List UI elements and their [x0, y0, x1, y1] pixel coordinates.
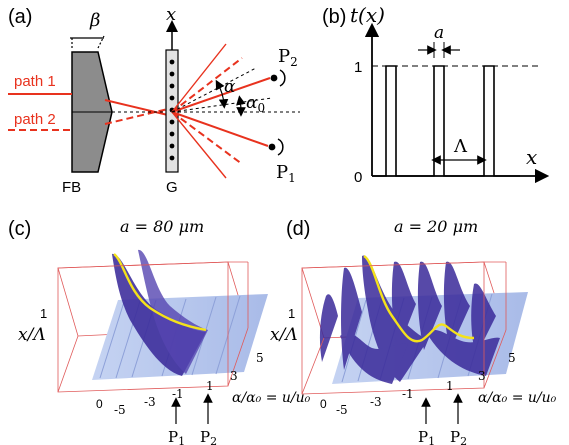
panel-a: β FB path 1 path 2 G x [8, 4, 300, 196]
d-peak-6 [443, 261, 470, 350]
c-title: a = 80 μm [120, 217, 204, 236]
panel-b: t(x) 1 0 a Λ x [350, 3, 550, 186]
d-tick-5: 5 [508, 351, 516, 365]
d-xlabel: α/α₀ = u/u₀ [478, 390, 557, 406]
d-tick-0: -5 [336, 403, 348, 417]
path2-label: path 2 [14, 111, 56, 128]
alpha0-label: α0 [246, 93, 265, 115]
d-highlight-curve [363, 254, 475, 343]
d-y-bottom: 0 [320, 397, 327, 411]
d-p2-label: P2 [450, 428, 467, 445]
panel-label-b: (b) [322, 6, 347, 28]
alpha-arc [215, 79, 229, 109]
d-tick-3: 1 [446, 379, 454, 393]
detector-p1 [268, 143, 276, 151]
b-one-label: 1 [354, 59, 362, 76]
d-tick-2: -1 [402, 387, 414, 401]
d-tick-1: -3 [370, 395, 382, 409]
fb-label: FB [62, 179, 81, 196]
alpha-label: α [224, 77, 236, 97]
d-p1-label: P1 [418, 428, 435, 445]
d-peak-5 [417, 261, 442, 350]
p1-label: P1 [276, 162, 296, 185]
detector-p2 [270, 74, 278, 82]
c-p2-label: P2 [200, 428, 217, 445]
c-highlight-curve [113, 253, 207, 332]
axis-x-label: x [166, 4, 176, 25]
c-tick-0: -5 [114, 403, 126, 417]
beta-label: β [89, 10, 100, 31]
panel-d: a = 20 μm 1 x/Λ 0 [270, 217, 557, 445]
b-xlabel: x [526, 145, 537, 169]
d-peak-9 [426, 329, 500, 376]
c-p1-label: P1 [168, 428, 185, 445]
alpha0-arc [236, 95, 246, 117]
panel-label-c: (c) [8, 218, 32, 240]
c-peak-right [138, 249, 208, 374]
c-tick-5: 5 [256, 351, 264, 365]
c-xlabel: α/α₀ = u/u₀ [232, 390, 311, 406]
b-zero-label: 0 [354, 169, 362, 186]
d-ylabel: x/Λ [270, 325, 298, 345]
panel-label-d: (d) [286, 218, 311, 240]
c-tick-4: 3 [230, 369, 238, 383]
path1-label: path 1 [14, 73, 56, 90]
panel-c: a = 80 μm 1 x/Λ 0 -5 -3 -1 1 3 5 [18, 217, 311, 445]
c-y-top: 1 [40, 306, 47, 321]
c-y-bottom: 0 [96, 397, 103, 411]
c-tick-3: 1 [206, 379, 214, 393]
d-tick-4: 3 [478, 369, 486, 383]
c-tick-2: -1 [172, 387, 184, 401]
d-title: a = 20 μm [394, 217, 478, 236]
panel-label-a: (a) [8, 6, 33, 28]
g-label: G [166, 179, 178, 196]
p2-label: P2 [278, 46, 298, 69]
d-peak-1 [319, 294, 338, 362]
beta-angle [70, 35, 105, 49]
transmission-profile [372, 65, 520, 177]
b-a-label: a [434, 23, 444, 43]
d-y-top: 1 [288, 306, 295, 321]
b-ylabel: t(x) [350, 3, 385, 27]
d-peak-8 [340, 333, 408, 384]
b-lambda-label: Λ [453, 136, 468, 157]
c-ylabel: x/Λ [18, 325, 46, 345]
c-tick-1: -3 [144, 395, 156, 409]
d-peak-4 [391, 261, 416, 350]
